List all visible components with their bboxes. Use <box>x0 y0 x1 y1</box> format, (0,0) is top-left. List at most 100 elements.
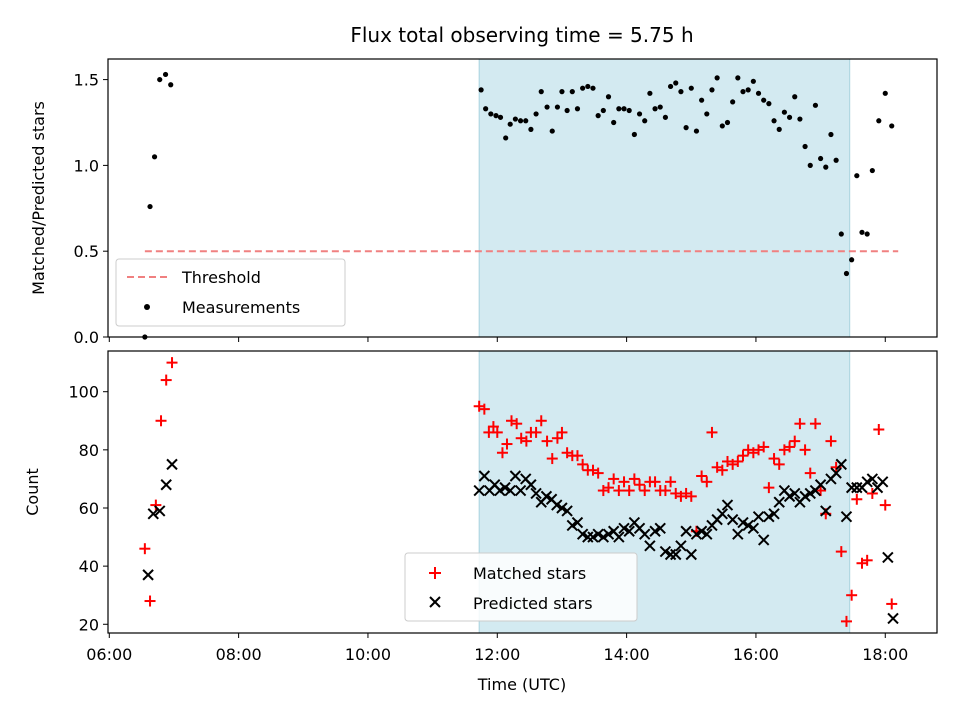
matched-stars-point <box>851 493 863 505</box>
matched-stars-point <box>160 374 172 386</box>
predicted-stars-point <box>675 540 687 552</box>
matched-stars-point <box>886 598 898 610</box>
measurement-point <box>771 118 777 124</box>
measurement-point <box>745 87 751 93</box>
predicted-stars-point <box>530 487 542 500</box>
y-tick-label: 40 <box>79 557 99 576</box>
measurement-point <box>574 106 581 112</box>
y-tick-label: 80 <box>79 441 99 460</box>
matched-stars-point <box>603 482 615 494</box>
matched-stars-point <box>732 455 744 467</box>
measurement-point <box>688 85 694 91</box>
measurement-point <box>564 107 570 114</box>
measurement-point <box>590 85 596 91</box>
legend-predicted-swatch <box>429 596 441 608</box>
predicted-stars-point <box>670 548 682 561</box>
matched-stars-point <box>496 447 508 459</box>
observing-span-top <box>478 58 851 338</box>
measurement-point <box>838 231 844 237</box>
predicted-stars-point <box>623 525 635 537</box>
matched-stars-point <box>618 476 630 488</box>
measurement-point <box>755 90 762 96</box>
measurement-point <box>507 121 513 127</box>
measurement-point <box>605 94 612 100</box>
matched-stars-point <box>501 438 513 450</box>
x-tick-label: 18:00 <box>862 645 908 664</box>
measurement-point <box>549 128 555 134</box>
measurement-point <box>168 82 174 88</box>
measurement-point <box>833 157 839 163</box>
predicted-stars-point <box>789 487 801 500</box>
measurement-point <box>704 111 710 117</box>
y-tick-label: 1.0 <box>74 156 99 175</box>
matched-stars-point <box>487 421 499 433</box>
predicted-stars-point <box>814 479 827 491</box>
matched-stars-point <box>768 453 780 465</box>
matched-stars-point <box>546 453 558 465</box>
matched-stars-point <box>551 432 563 444</box>
count-y-axis: 20 40 60 80 100 <box>68 383 108 634</box>
matched-stars-point <box>799 444 811 456</box>
predicted-stars-point <box>147 508 159 520</box>
matched-stars-point <box>696 470 708 482</box>
matched-stars-point <box>794 418 806 430</box>
predicted-stars-point <box>166 458 178 471</box>
matched-stars-point <box>665 476 677 488</box>
count-x-axis: 06:00 08:00 10:00 12:00 14:00 16:00 18:00 <box>86 633 908 664</box>
predicted-stars-point <box>639 528 651 540</box>
ratio-legend-box <box>115 258 346 327</box>
measurement-point <box>882 90 888 96</box>
measurement-point <box>797 116 803 122</box>
count-y-axis-label: Count <box>23 468 42 516</box>
legend-predicted-label: Predicted stars <box>473 594 593 613</box>
matched-stars-point <box>861 554 873 566</box>
measurement-point <box>569 89 575 95</box>
matched-stars-point <box>873 423 885 435</box>
measurement-point <box>667 83 674 90</box>
measurement-point <box>843 270 850 277</box>
count-panel: 20 40 60 80 100 06:00 08:00 10:00 12:00 14:00 16:… <box>23 350 938 694</box>
measurement-point <box>781 109 787 115</box>
measurement-point <box>823 164 829 170</box>
predicted-stars-point <box>160 479 172 491</box>
measurement-point <box>802 143 808 150</box>
ratio-panel: 0.0 0.5 1.0 1.5 Matched/Predicted stars Thr… <box>29 58 938 347</box>
legend-threshold-label: Threshold <box>181 268 261 287</box>
matched-stars-point <box>155 415 167 427</box>
measurement-point <box>483 106 489 112</box>
predicted-stars-point <box>571 516 584 529</box>
measurement-point <box>503 135 509 141</box>
predicted-stars-point <box>882 551 894 564</box>
measurement-point <box>776 126 782 132</box>
measurement-point <box>876 118 882 124</box>
matched-stars-point <box>866 487 878 499</box>
measurement-point <box>585 83 591 90</box>
predicted-stars-point <box>830 467 842 479</box>
measurement-point <box>786 114 793 120</box>
measurement-point <box>151 154 158 160</box>
matched-stars-point <box>478 403 490 415</box>
measurement-point <box>854 173 860 179</box>
ratio-plot-area <box>142 71 899 340</box>
matched-stars-point <box>835 546 847 558</box>
matched-stars-point <box>541 435 553 447</box>
matched-stars-point <box>556 426 568 438</box>
measurement-point <box>761 97 767 103</box>
predicted-stars-point <box>613 531 625 543</box>
predicted-stars-point <box>747 522 760 535</box>
measurement-point <box>517 118 524 124</box>
measurement-point <box>600 107 606 114</box>
measurement-point <box>595 113 601 119</box>
matched-stars-point <box>809 418 821 430</box>
predicted-stars-point <box>154 505 166 517</box>
predicted-stars-point <box>726 513 739 526</box>
matched-stars-point <box>789 435 801 447</box>
matched-stars-point <box>706 426 718 438</box>
matched-stars-point <box>592 467 604 479</box>
y-tick-label: 1.5 <box>74 71 99 90</box>
x-tick-label: 16:00 <box>733 645 779 664</box>
measurement-point <box>730 99 736 105</box>
measurement-point <box>714 75 720 81</box>
y-tick-label: 0.5 <box>74 242 99 261</box>
count-legend-box <box>404 552 638 622</box>
